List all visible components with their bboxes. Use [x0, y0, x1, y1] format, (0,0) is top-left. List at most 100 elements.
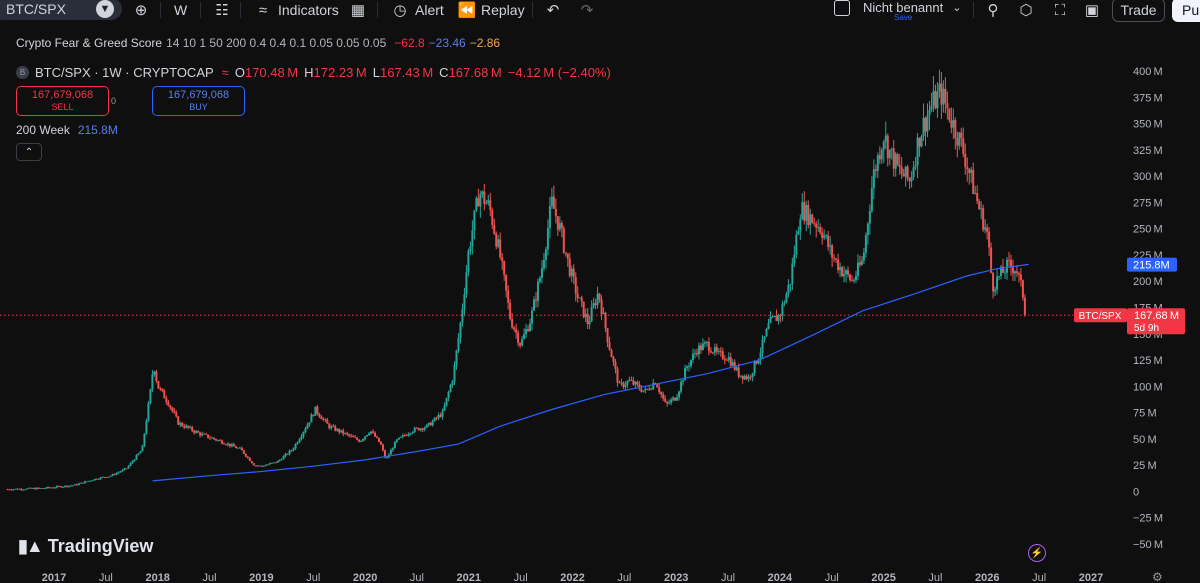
candle-body — [381, 444, 384, 451]
candle-body — [656, 384, 659, 388]
redo-button[interactable]: ↷ — [577, 0, 597, 20]
candle-body — [558, 222, 561, 230]
candle-body — [680, 381, 683, 392]
candle-body — [693, 353, 696, 354]
candle-body — [532, 299, 535, 311]
x-tick-label: Jul — [514, 572, 528, 583]
candles-icon: ☷ — [215, 2, 229, 19]
collapse-legend-button[interactable]: ⌃ — [16, 143, 42, 161]
candle-body — [992, 272, 995, 292]
candle-body — [620, 382, 623, 384]
tradingview-logo[interactable]: ▮▲ TradingView — [18, 536, 153, 557]
candle-body — [781, 304, 784, 316]
indicators-button[interactable]: ≈ Indicators — [253, 0, 339, 20]
candle-body — [205, 433, 208, 435]
layout-checkbox[interactable] — [834, 0, 850, 16]
axis-settings-icon[interactable]: ⚙ — [1152, 570, 1163, 583]
x-tick-label: Jul — [203, 572, 217, 583]
candle-body — [856, 262, 859, 276]
candle-body — [248, 457, 251, 461]
candle-body — [30, 487, 33, 489]
candle-body — [236, 447, 239, 449]
candle-body — [789, 284, 792, 285]
quick-search-button[interactable]: ⚲ — [983, 0, 1003, 20]
candle-body — [32, 488, 35, 489]
interval-button[interactable]: W — [174, 2, 188, 18]
candle-body — [459, 322, 462, 338]
candle-body — [105, 477, 108, 479]
candle-body — [932, 91, 935, 106]
x-tick-label: 2018 — [145, 572, 169, 583]
candle-body — [886, 135, 889, 159]
candle-body — [455, 350, 458, 365]
y-tick-label: 200 M — [1133, 276, 1163, 288]
y-tick-label: −25 M — [1133, 513, 1163, 525]
candle-body — [125, 468, 128, 470]
candle-body — [40, 488, 43, 489]
candle-body — [270, 462, 273, 464]
symbol-search-button[interactable]: BTC/SPX ▼ — [0, 0, 122, 20]
x-tick-label: 2026 — [975, 572, 999, 583]
undo-icon: ↶ — [546, 2, 560, 19]
candle-body — [167, 401, 170, 406]
candle-body — [77, 483, 80, 486]
candle-body — [429, 422, 432, 426]
candle-body — [304, 428, 307, 432]
candle-body — [847, 270, 850, 275]
y-tick-label: −50 M — [1133, 539, 1163, 551]
candle-body — [274, 462, 277, 464]
candle-body — [465, 272, 468, 295]
candle-body — [1015, 271, 1018, 273]
fullscreen-button[interactable]: ⛶ — [1050, 0, 1070, 20]
close-value: 167.68 M — [448, 65, 502, 80]
candle-body — [1002, 266, 1005, 273]
candle-body — [928, 109, 931, 116]
candle-body — [419, 428, 422, 431]
undo-button[interactable]: ↶ — [543, 0, 563, 20]
settings-button[interactable]: ⬡ — [1016, 0, 1036, 20]
fear-greed-value-2: −23.46 — [428, 36, 466, 50]
layout-name-dropdown[interactable]: Nicht benannt ⌄ — [863, 0, 961, 17]
candle-body — [775, 315, 778, 322]
sell-button[interactable]: 167,679,068 SELL — [16, 86, 109, 116]
candle-body — [356, 437, 359, 440]
candle-body — [113, 474, 116, 475]
candle-body — [1004, 272, 1007, 274]
ma-price-value: 215.8M — [1133, 260, 1170, 272]
lightning-icon[interactable]: ⚡ — [1028, 544, 1046, 562]
candle-body — [461, 308, 464, 323]
candle-body — [439, 414, 442, 417]
snapshot-button[interactable]: ▣ — [1082, 0, 1102, 20]
candle-body — [515, 329, 518, 333]
trade-button[interactable]: Trade — [1112, 0, 1165, 22]
candle-body — [882, 141, 885, 150]
add-symbol-button[interactable]: ⊕ — [131, 0, 151, 20]
candle-body — [729, 357, 732, 366]
candle-body — [14, 488, 17, 490]
chart-type-button[interactable]: ☷ — [212, 0, 232, 20]
candle-body — [866, 223, 869, 236]
templates-button[interactable]: ▦ — [348, 0, 368, 20]
candle-body — [151, 374, 154, 390]
ma-legend[interactable]: 200 Week 215.8M — [16, 123, 118, 137]
layout-save-status: Save — [894, 12, 913, 22]
candle-body — [346, 432, 349, 435]
replay-button[interactable]: ⏪ Replay — [457, 0, 525, 20]
candle-body — [894, 154, 897, 169]
candle-body — [994, 289, 997, 292]
candle-body — [475, 198, 478, 211]
candle-body — [397, 437, 400, 440]
candle-body — [1023, 297, 1026, 316]
candle-body — [608, 342, 611, 350]
buy-button[interactable]: 167,679,068 BUY — [152, 86, 245, 116]
candle-body — [870, 188, 873, 212]
publish-button[interactable]: Pul — [1172, 0, 1200, 22]
symbol-compare-icon[interactable]: ▼ — [96, 0, 114, 18]
candle-body — [916, 137, 919, 166]
fear-greed-legend[interactable]: Crypto Fear & Greed Score 14 10 1 50 200… — [16, 36, 500, 50]
alert-button[interactable]: ◷ Alert — [390, 0, 443, 20]
series-legend[interactable]: B BTC/SPX · 1W · CRYPTOCAP ≈ O 170.48 M H… — [16, 65, 611, 80]
candle-body — [566, 253, 569, 259]
candle-body — [16, 488, 19, 490]
